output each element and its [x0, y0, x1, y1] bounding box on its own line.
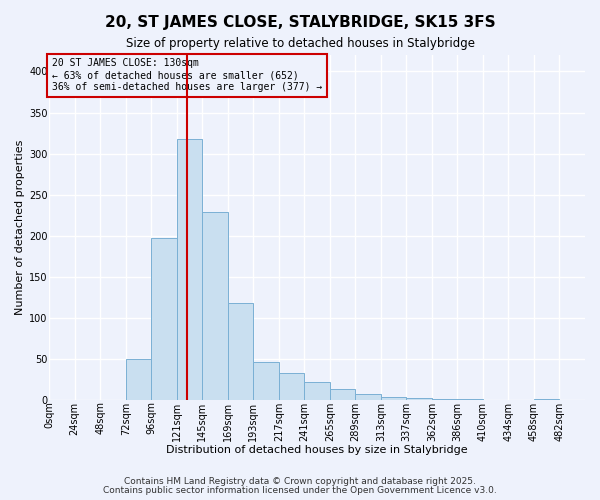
Bar [406, 398, 432, 400]
Text: Size of property relative to detached houses in Stalybridge: Size of property relative to detached ho… [125, 38, 475, 51]
Bar [381, 397, 406, 400]
Bar [534, 399, 559, 400]
X-axis label: Distribution of detached houses by size in Stalybridge: Distribution of detached houses by size … [166, 445, 468, 455]
Text: Contains public sector information licensed under the Open Government Licence v3: Contains public sector information licen… [103, 486, 497, 495]
Bar [432, 399, 457, 400]
Bar [126, 359, 151, 400]
Bar [457, 399, 483, 400]
Bar [151, 238, 177, 400]
Bar [177, 139, 202, 400]
Bar [202, 212, 228, 400]
Text: 20 ST JAMES CLOSE: 130sqm
← 63% of detached houses are smaller (652)
36% of semi: 20 ST JAMES CLOSE: 130sqm ← 63% of detac… [52, 58, 322, 92]
Bar [253, 362, 279, 400]
Bar [228, 303, 253, 400]
Text: Contains HM Land Registry data © Crown copyright and database right 2025.: Contains HM Land Registry data © Crown c… [124, 477, 476, 486]
Bar [330, 388, 355, 400]
Bar [304, 382, 330, 400]
Y-axis label: Number of detached properties: Number of detached properties [15, 140, 25, 315]
Text: 20, ST JAMES CLOSE, STALYBRIDGE, SK15 3FS: 20, ST JAMES CLOSE, STALYBRIDGE, SK15 3F… [104, 15, 496, 30]
Bar [355, 394, 381, 400]
Bar [279, 373, 304, 400]
